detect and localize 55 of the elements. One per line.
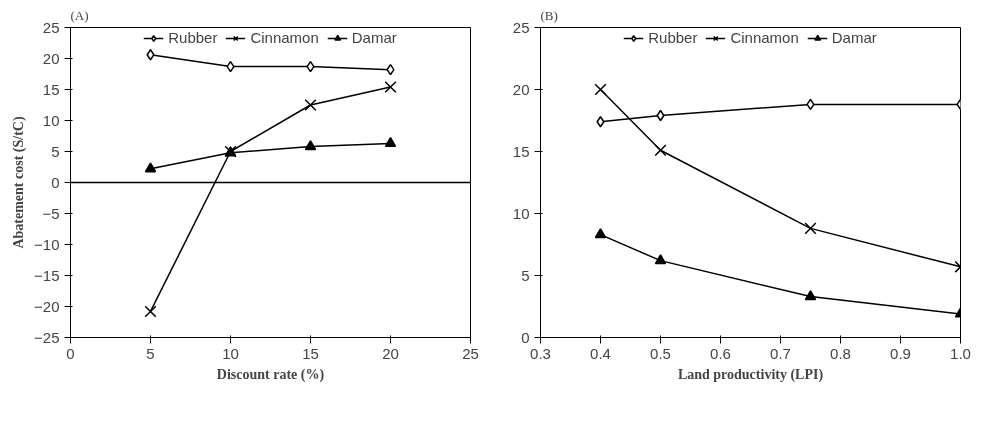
- point: [146, 49, 155, 61]
- x-tick-label: 0.5: [650, 344, 671, 362]
- y-tick-label: 0: [521, 328, 530, 346]
- point: [804, 290, 817, 301]
- x-tick-label: 5: [146, 344, 155, 362]
- y-tick-label: 25: [512, 18, 530, 36]
- y-tick-label: 25: [42, 18, 60, 36]
- y-axis-title: Abatement cost (S/tC): [11, 116, 28, 249]
- x-axis-title: Discount rate (%): [216, 366, 325, 383]
- legend-label: Cinnamon: [250, 29, 319, 46]
- y-tick-label: 0: [51, 173, 60, 191]
- legend-label: Rubber: [168, 29, 218, 46]
- y-tick-label: 10: [512, 204, 530, 222]
- point: [654, 144, 667, 157]
- point: [654, 254, 667, 265]
- y-tick-label: −15: [34, 266, 60, 284]
- y-tick-label: 5: [51, 142, 60, 160]
- x-tick-label: 0.3: [530, 344, 551, 362]
- x-tick-label: 0.4: [590, 344, 611, 362]
- chart-title: (B): [540, 7, 558, 23]
- x-tick-label: 0: [66, 344, 75, 362]
- x-tick-label: 1.0: [950, 344, 971, 362]
- x-tick-label: 0.9: [890, 344, 911, 362]
- y-tick-label: 10: [42, 111, 60, 129]
- y-tick-label: 20: [42, 49, 60, 67]
- x-tick-label: 0.7: [770, 344, 791, 362]
- y-tick-label: −20: [34, 297, 60, 315]
- point: [304, 98, 317, 112]
- y-tick-label: −5: [42, 204, 60, 222]
- y-tick-label: −10: [34, 235, 60, 253]
- legend-label: Damar: [831, 29, 877, 46]
- x-tick-label: 0.6: [710, 344, 731, 362]
- point: [594, 228, 607, 239]
- point: [304, 140, 317, 151]
- legend-label: Damar: [351, 29, 397, 46]
- point: [144, 305, 157, 318]
- point: [384, 136, 397, 148]
- x-tick-label: 25: [462, 344, 479, 362]
- legend-label: Cinnamon: [730, 29, 799, 46]
- y-tick-label: −25: [34, 328, 60, 346]
- point: [804, 222, 817, 235]
- x-tick-label: 10: [222, 344, 239, 362]
- x-tick-label: 15: [302, 344, 319, 362]
- point: [384, 80, 397, 94]
- y-tick-label: 20: [512, 80, 530, 98]
- legend-label: Rubber: [648, 29, 698, 46]
- point: [144, 162, 157, 173]
- y-tick-label: 15: [42, 80, 60, 98]
- x-axis-title: Land productivity (LPI): [677, 366, 824, 383]
- point: [594, 83, 607, 96]
- x-tick-label: 20: [382, 344, 399, 362]
- y-tick-label: 5: [521, 266, 530, 284]
- y-tick-label: 15: [512, 142, 530, 160]
- chart-title: (A): [70, 7, 89, 23]
- x-tick-label: 0.8: [830, 344, 851, 362]
